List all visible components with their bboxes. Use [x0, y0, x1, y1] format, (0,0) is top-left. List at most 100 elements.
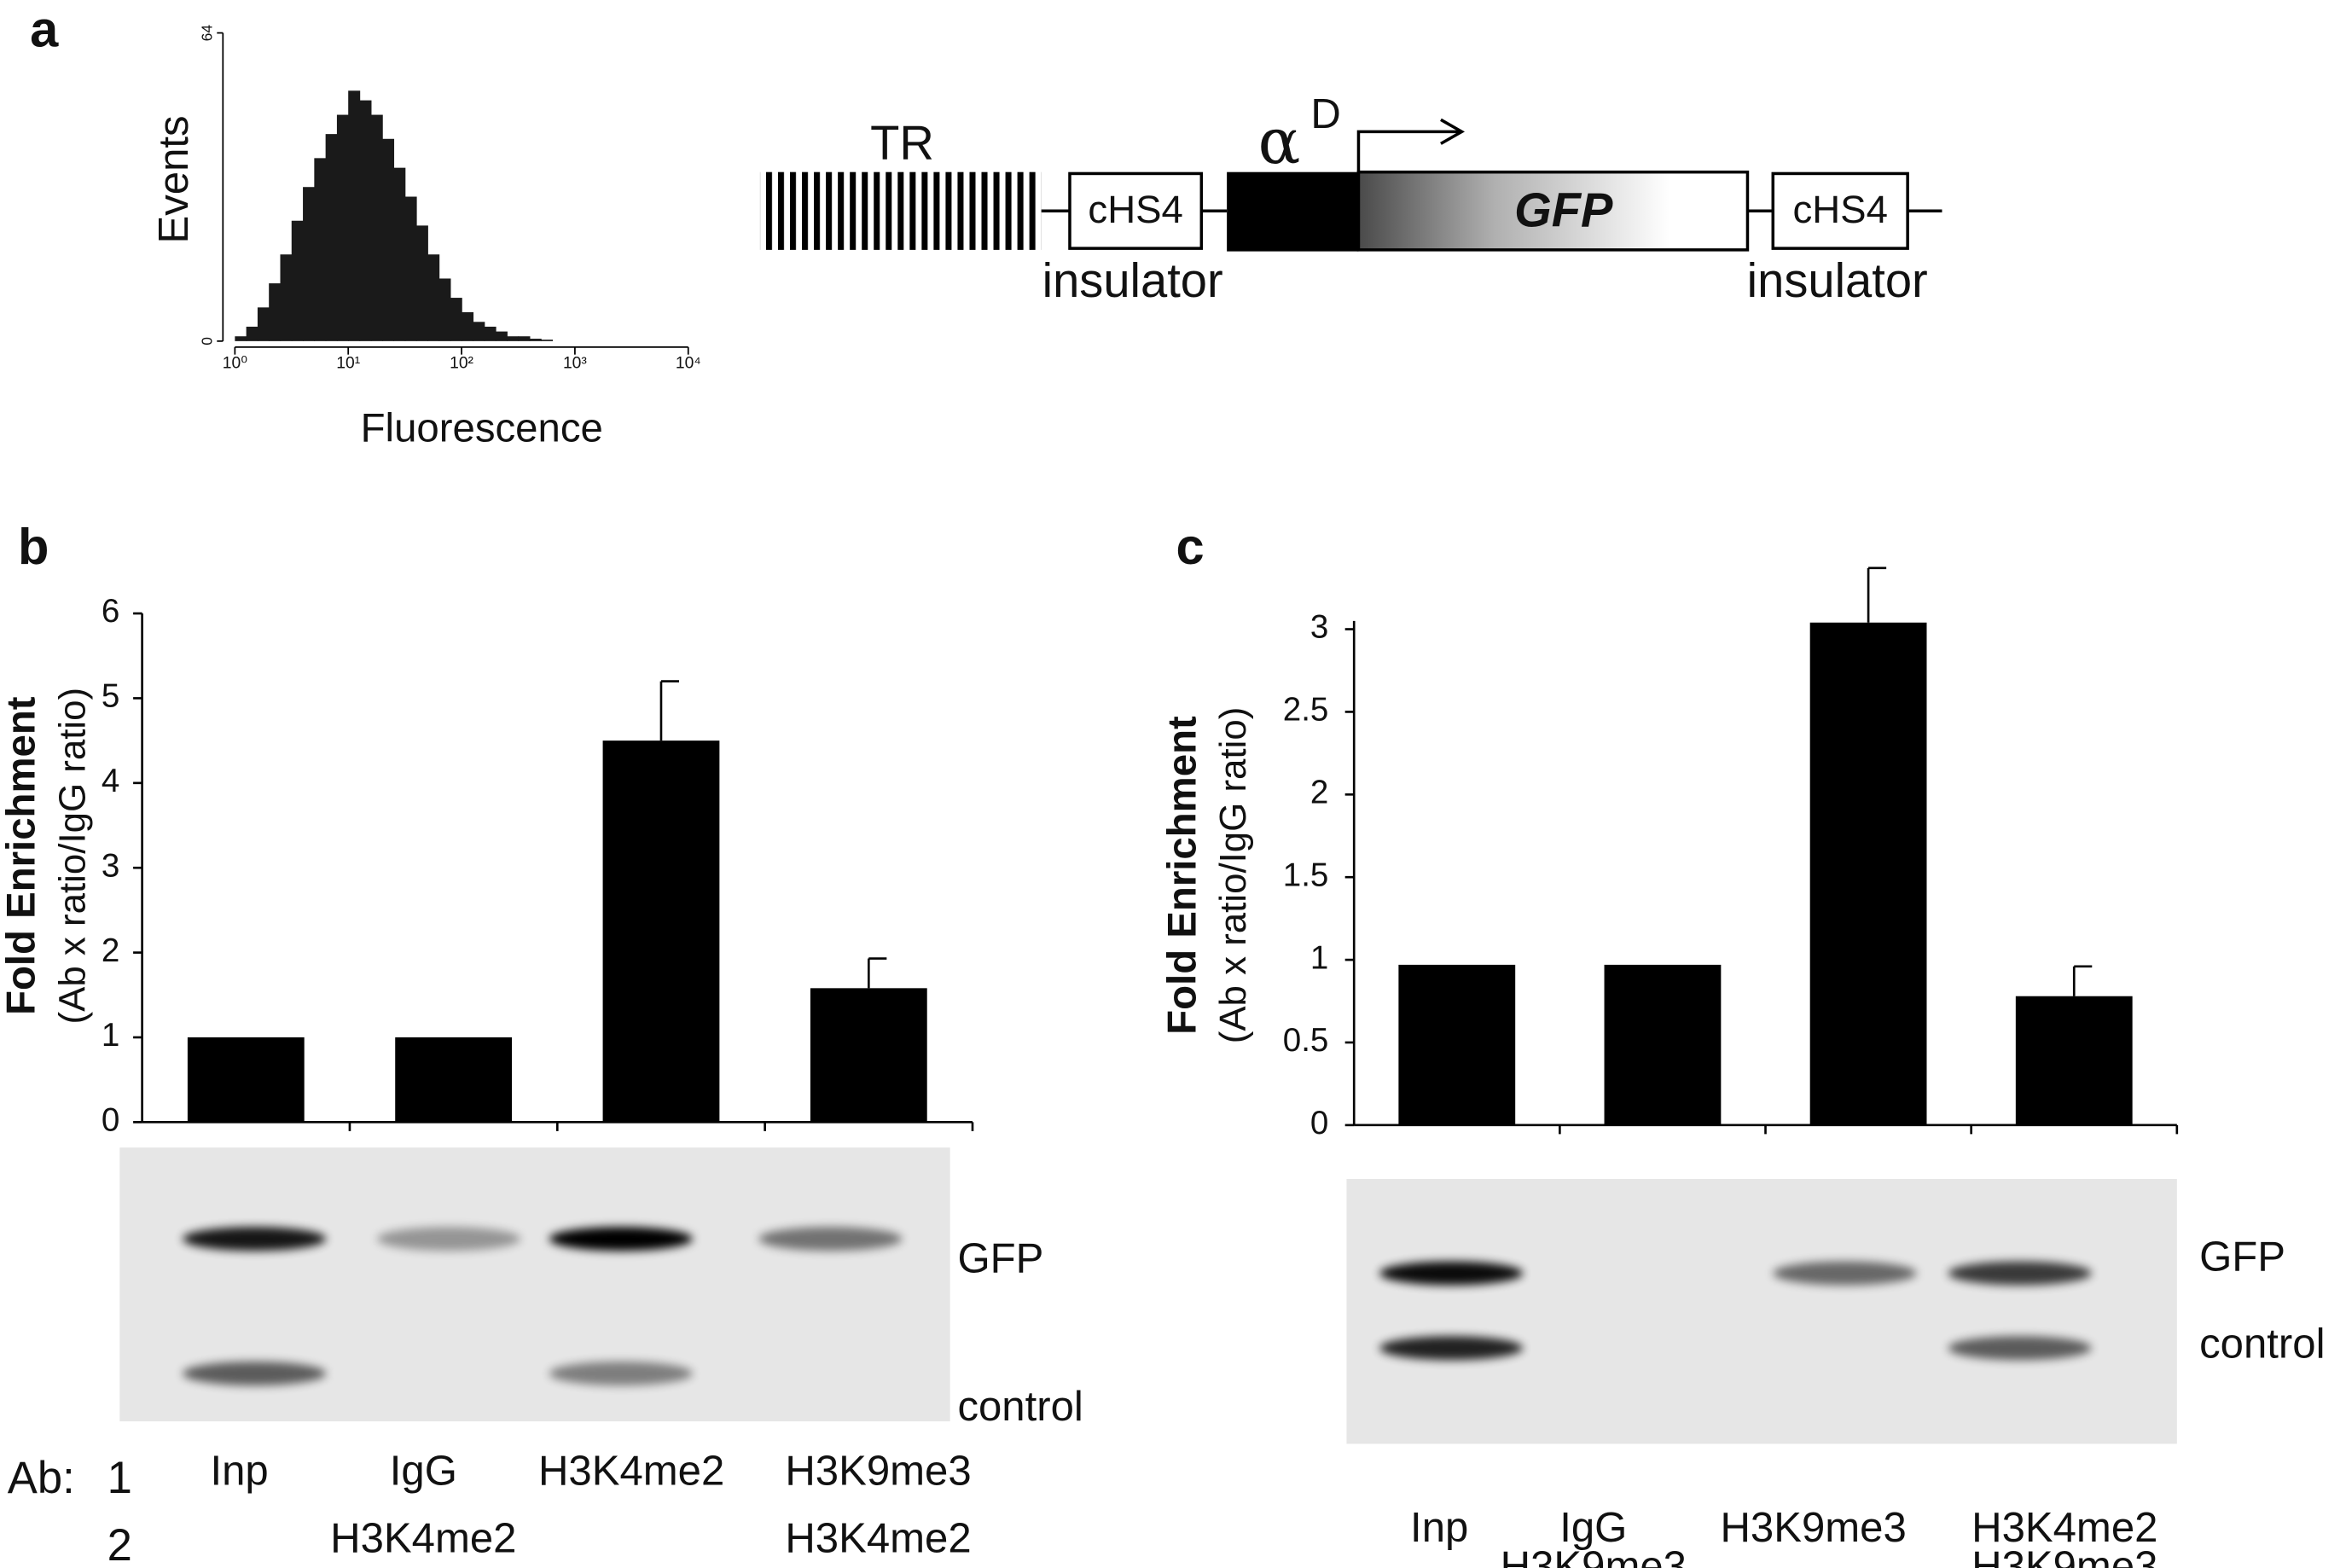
y-tick-label: 64	[198, 25, 215, 42]
promoter-superscript: D	[1310, 91, 1340, 137]
histogram-bar	[393, 167, 406, 341]
gel-band	[758, 1227, 903, 1251]
bar	[395, 1037, 513, 1123]
insulator-label: insulator	[1042, 253, 1223, 307]
histogram-bar	[348, 90, 361, 341]
x-tick-label: 10³	[563, 354, 587, 372]
gene-label: GFP	[1514, 183, 1613, 237]
gene-box	[1356, 170, 1750, 252]
histogram-bar	[404, 196, 417, 341]
lane-label: H3K9me3	[1720, 1505, 1906, 1551]
y-tick-label: 5	[102, 678, 119, 715]
lane-label-line2: H3K4me2	[785, 1515, 971, 1561]
bar-chart: 0 0.5 1 1.5 2 2.5 3 Fold Enrichment (Ab x ratio/…	[1160, 566, 2325, 1568]
y-tick-label: 3	[1310, 609, 1328, 646]
gel-band	[1773, 1261, 1917, 1286]
panel-label: a	[30, 0, 59, 57]
histogram-bar	[246, 326, 258, 341]
histogram-bar	[495, 331, 508, 341]
y-tick-label: 1	[102, 1017, 119, 1054]
lane-label: Inp	[1410, 1505, 1468, 1551]
panel-label: b	[18, 518, 49, 575]
histogram-bar	[450, 298, 462, 341]
gel-band-label: control	[2199, 1321, 2325, 1367]
histogram-bar	[235, 336, 247, 341]
y-axis-sublabel: (Ab x ratio/IgG ratio)	[1212, 707, 1254, 1044]
histogram-bar	[462, 311, 474, 341]
histogram-bar	[370, 114, 383, 341]
lane-label: H3K9me3	[785, 1448, 971, 1494]
y-axis-label: Events	[151, 115, 197, 243]
histogram-bar	[325, 134, 338, 341]
y-tick-label: 3	[102, 847, 119, 884]
histogram-bar	[280, 254, 293, 341]
lane-label: IgG	[390, 1448, 457, 1494]
histogram-bar	[484, 326, 496, 341]
tss-arrow	[1356, 130, 1459, 172]
histogram-bar	[518, 336, 531, 341]
x-tick-label: 10¹	[336, 354, 360, 372]
bar	[2015, 996, 2133, 1125]
bar	[810, 988, 927, 1123]
x-tick-label: 10²	[450, 354, 473, 372]
gel-band	[1948, 1336, 2092, 1361]
histogram-bar	[303, 187, 316, 341]
histogram-bar	[507, 336, 520, 341]
lane-label-line2: H3K9me3	[1501, 1544, 1687, 1568]
gel-band	[1948, 1261, 2092, 1286]
histogram-bar	[257, 307, 270, 341]
tandem-repeat	[759, 171, 1042, 250]
lane-row-number: 1	[107, 1453, 132, 1503]
x-tick-label: 10⁴	[676, 354, 701, 372]
y-tick-label: 4	[102, 763, 119, 799]
histogram-bar	[473, 322, 485, 341]
histogram-bar	[314, 158, 327, 341]
x-axis-label: Fluorescence	[361, 406, 603, 451]
y-tick-label: 0	[198, 337, 215, 346]
insulator-box-label: cHS4	[1088, 188, 1182, 231]
bar-chart: 0 1 2 3 4 5 6 Fold Enrichment (Ab x ratio/IgG ra…	[0, 593, 1083, 1568]
lane-label: IgG	[1559, 1505, 1627, 1551]
histogram-bar	[529, 339, 542, 341]
y-tick-label: 1.5	[1283, 857, 1329, 893]
histogram-bar	[291, 220, 304, 341]
y-tick-label: 0	[102, 1102, 119, 1139]
gel-band	[376, 1227, 521, 1251]
histogram-bar	[415, 225, 428, 341]
lane-row-number: 2	[107, 1520, 132, 1568]
y-tick-label: 2.5	[1283, 692, 1329, 729]
x-tick-label: 10⁰	[223, 354, 247, 372]
construct-diagram: TR cHS4 insulator α D GFP cHS4 insulator	[759, 91, 1942, 307]
y-tick-label: 2	[102, 932, 119, 969]
histogram-bar	[359, 100, 372, 341]
gel-band-label: GFP	[957, 1235, 1043, 1281]
lane-row-title: Ab:	[8, 1453, 75, 1503]
gel-band	[549, 1361, 694, 1386]
y-tick-label: 2	[1310, 774, 1328, 810]
insulator-label: insulator	[1747, 253, 1928, 307]
y-axis-label: Fold Enrichment	[0, 696, 44, 1015]
y-axis-sublabel: (Ab x ratio/IgG ratio)	[51, 688, 93, 1025]
histogram-bar	[336, 114, 349, 341]
y-tick-label: 0.5	[1283, 1022, 1329, 1059]
bar	[1809, 622, 1927, 1125]
repeat-label: TR	[870, 116, 934, 170]
gel-band-label: control	[957, 1384, 1083, 1430]
gel-band-label: GFP	[2199, 1234, 2285, 1281]
insulator-box-label: cHS4	[1792, 188, 1887, 231]
bar	[1604, 964, 1722, 1125]
y-tick-label: 0	[1310, 1105, 1328, 1141]
histogram: 0 64 10⁰ 10¹ 10² 10³ 10⁴ Events Fluorescence	[151, 25, 701, 451]
bar	[187, 1037, 305, 1123]
lane-label: H3K4me2	[538, 1448, 724, 1494]
lane-label-line2: H3K9me3	[1971, 1544, 2157, 1568]
y-tick-label: 6	[102, 593, 119, 630]
y-tick-label: 1	[1310, 939, 1328, 976]
histogram-bar	[541, 340, 554, 341]
histogram-bar	[269, 283, 282, 341]
lane-label-line2: H3K4me2	[330, 1515, 516, 1561]
histogram-bar	[438, 278, 451, 341]
promoter-box	[1227, 171, 1359, 252]
